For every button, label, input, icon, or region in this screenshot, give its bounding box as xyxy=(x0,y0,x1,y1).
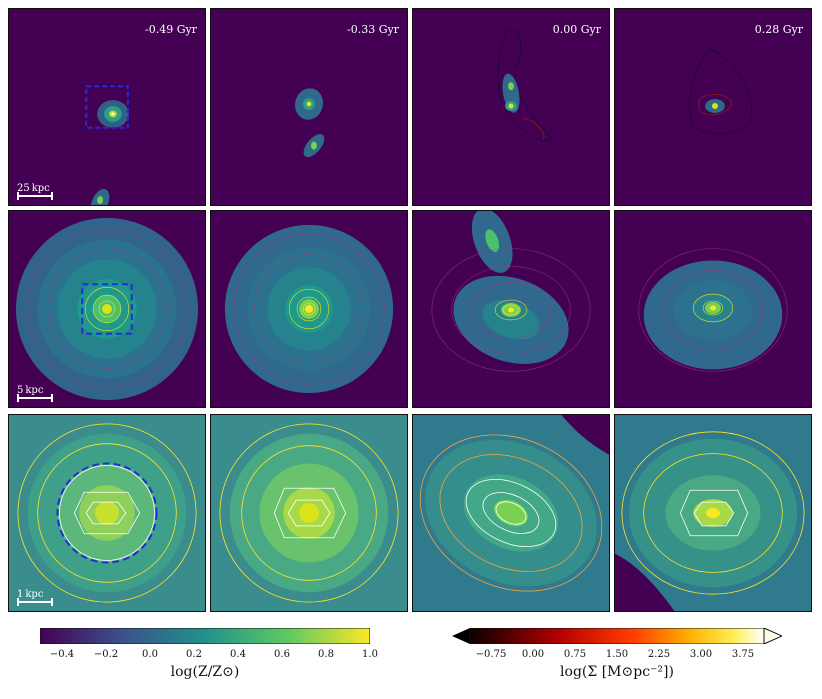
colorbar-tick: −0.4 xyxy=(49,649,75,660)
map-wide-1 xyxy=(9,9,205,205)
colorbar-tick: 3.75 xyxy=(731,649,755,660)
colorbar-tick: 0.0 xyxy=(142,649,158,660)
map-mid-4 xyxy=(615,211,811,407)
scalebar-label: 5 kpc xyxy=(17,385,44,396)
map-mid-3 xyxy=(413,211,609,407)
map-mid-1 xyxy=(9,211,205,407)
time-label: 0.28 Gyr xyxy=(754,23,803,36)
colorbar-tick: 0.4 xyxy=(230,649,246,660)
scalebar-line xyxy=(17,598,53,606)
time-label: -0.33 Gyr xyxy=(347,23,399,36)
map-zoom-2 xyxy=(211,415,407,611)
panel-wide-2: -0.33 Gyr xyxy=(210,8,408,206)
colorbar-tick: 0.75 xyxy=(563,649,587,660)
colorbar-metallicity xyxy=(39,627,371,645)
panel-zoom-2 xyxy=(210,414,408,612)
map-wide-2 xyxy=(211,9,407,205)
map-wide-3 xyxy=(413,9,609,205)
panel-mid-1: 5 kpc xyxy=(8,210,206,408)
panel-wide-4: 0.28 Gyr xyxy=(614,8,812,206)
colorbar-tick: 0.8 xyxy=(318,649,334,660)
colorbar-tick: −0.75 xyxy=(475,649,507,660)
scalebar-line xyxy=(17,192,53,200)
colorbar-density-label: log(Σ [M⊙pc⁻²]) xyxy=(560,664,674,680)
panel-zoom-4 xyxy=(614,414,812,612)
colorbar-density-gradient xyxy=(452,627,784,645)
colorbar-tick: 3.00 xyxy=(689,649,713,660)
colorbar-tick: 0.00 xyxy=(521,649,545,660)
time-label: 0.00 Gyr xyxy=(552,23,601,36)
scalebar: 5 kpc xyxy=(17,385,53,402)
colorbar-density xyxy=(452,627,784,645)
panel-mid-3 xyxy=(412,210,610,408)
map-zoom-3 xyxy=(413,415,609,611)
panel-zoom-3 xyxy=(412,414,610,612)
colorbar-tick: 1.50 xyxy=(605,649,629,660)
time-label: -0.49 Gyr xyxy=(145,23,197,36)
colorbar-tick: 0.2 xyxy=(186,649,202,660)
colorbar-tick: 1.0 xyxy=(362,649,378,660)
colorbar-density-ticks: −0.75 0.00 0.75 1.50 2.25 3.00 3.75 xyxy=(470,649,764,663)
colorbar-tick: 0.6 xyxy=(274,649,290,660)
map-wide-4 xyxy=(615,9,811,205)
scalebar-label: 1 kpc xyxy=(17,589,44,600)
colorbar-tick: −0.2 xyxy=(93,649,119,660)
map-zoom-4 xyxy=(615,415,811,611)
scalebar-line xyxy=(17,394,53,402)
colorbar-metallicity-gradient xyxy=(39,627,371,645)
scalebar-label: 25 kpc xyxy=(17,183,50,194)
scalebar: 25 kpc xyxy=(17,183,53,200)
panel-wide-1: -0.49 Gyr 25 kpc xyxy=(8,8,206,206)
colorbar-metallicity-label: log(Z/Z⊙) xyxy=(170,664,240,680)
colorbar-tick: 2.25 xyxy=(647,649,671,660)
colorbar-metallicity-ticks: −0.4 −0.2 0.0 0.2 0.4 0.6 0.8 1.0 xyxy=(40,649,378,663)
panel-mid-2 xyxy=(210,210,408,408)
scalebar: 1 kpc xyxy=(17,589,53,606)
map-zoom-1 xyxy=(9,415,205,611)
panel-wide-3: 0.00 Gyr xyxy=(412,8,610,206)
panel-zoom-1: 1 kpc xyxy=(8,414,206,612)
map-mid-2 xyxy=(211,211,407,407)
panel-mid-4 xyxy=(614,210,812,408)
